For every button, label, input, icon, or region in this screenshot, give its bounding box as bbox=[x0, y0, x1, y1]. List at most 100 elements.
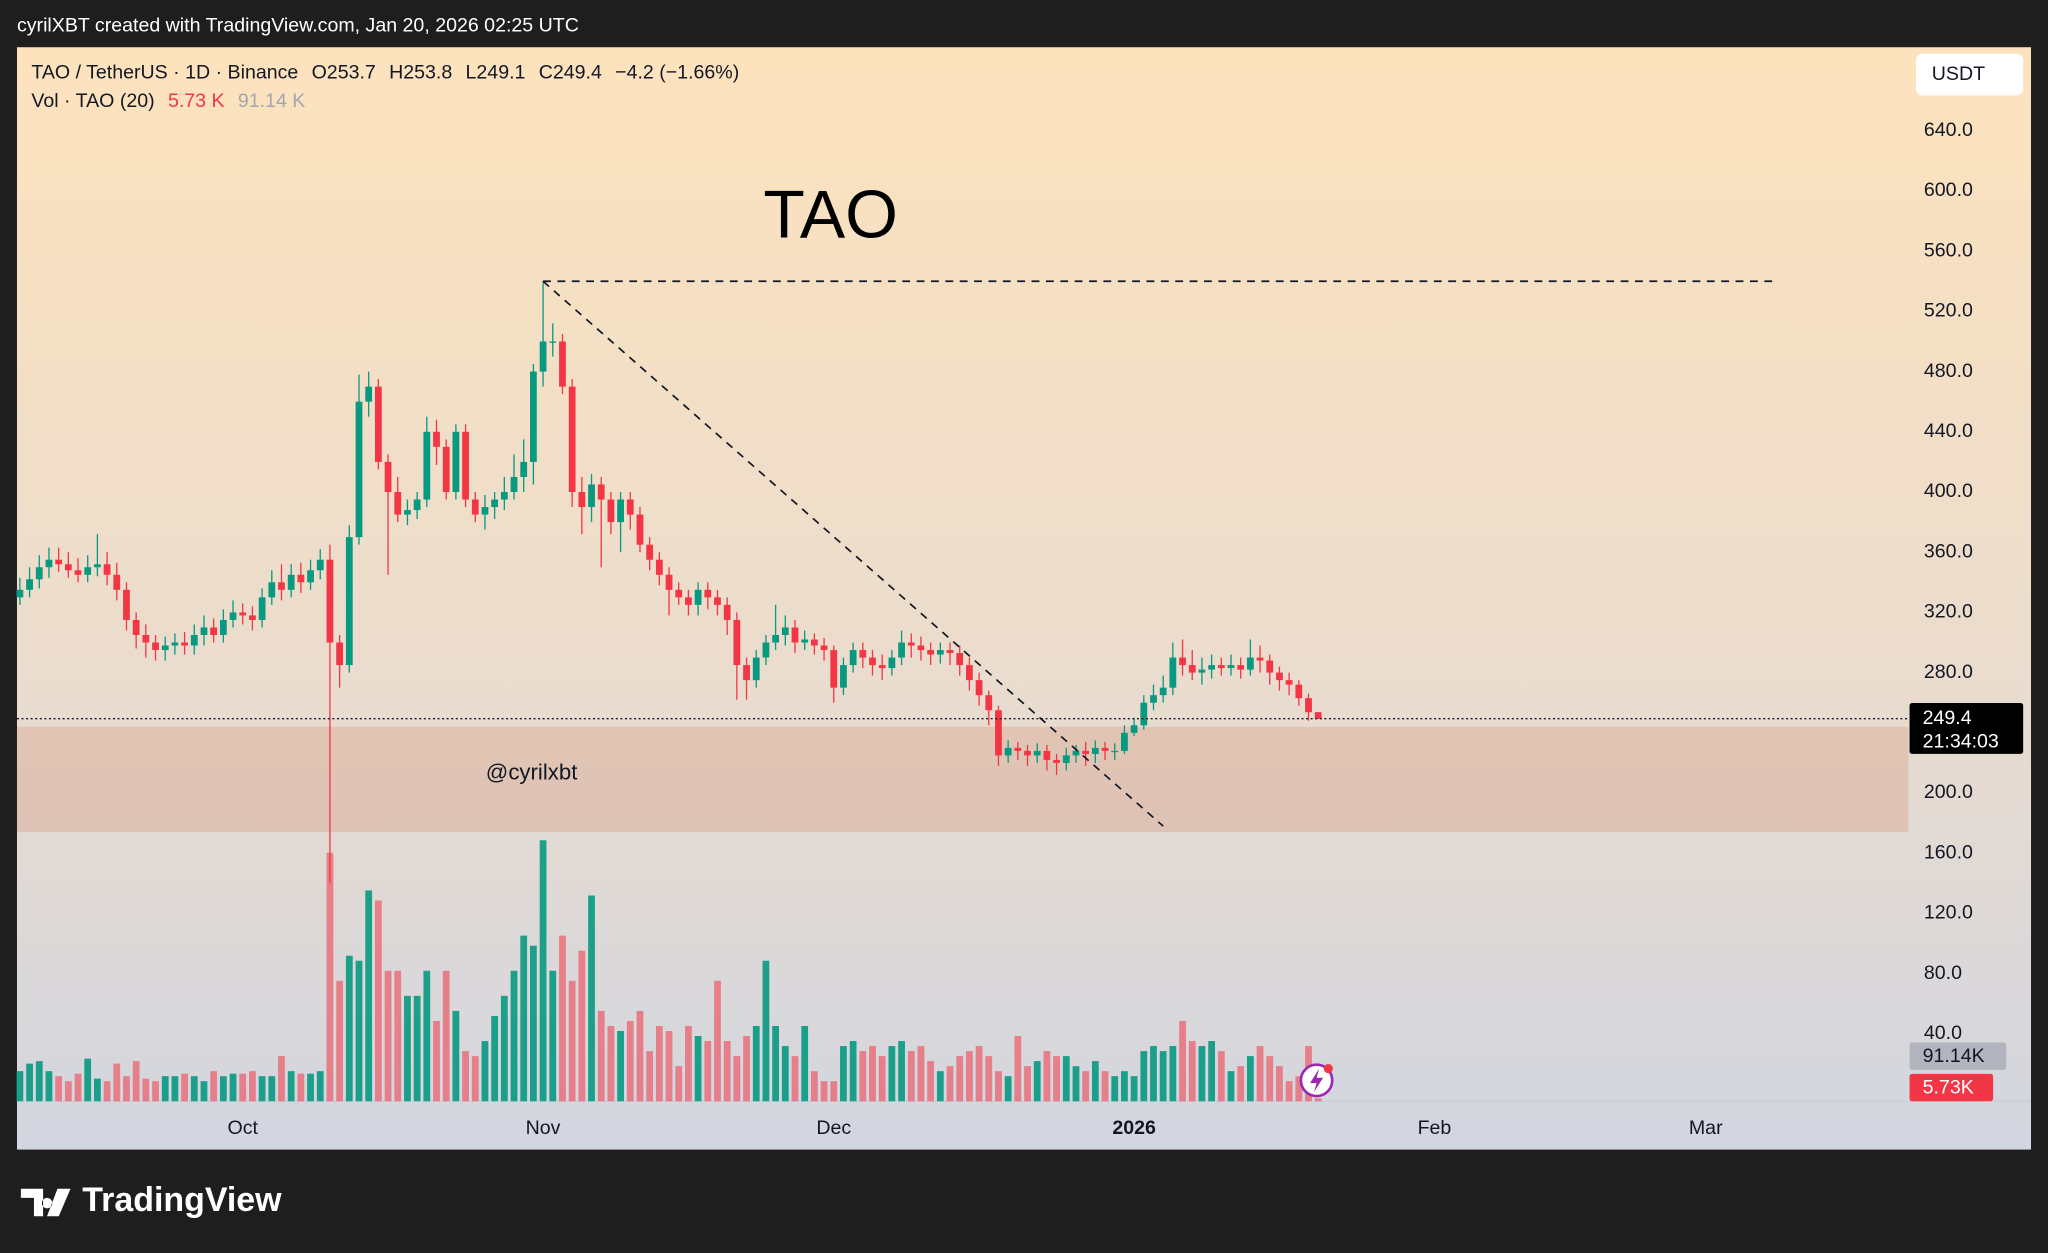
volume-bar bbox=[801, 1025, 809, 1102]
candle-body bbox=[1014, 747, 1022, 751]
volume-bar bbox=[297, 1073, 305, 1102]
volume-bar bbox=[16, 1071, 24, 1102]
candle-body bbox=[685, 597, 692, 605]
candle-body bbox=[181, 642, 188, 646]
volume-legend: Vol · TAO (20) 5.73 K 91.14 K bbox=[31, 90, 305, 112]
volume-bar bbox=[123, 1076, 130, 1102]
candle-body bbox=[1314, 712, 1322, 719]
candle-body bbox=[694, 589, 702, 605]
candle-body bbox=[35, 567, 43, 580]
volume-bar bbox=[1295, 1076, 1303, 1102]
candle-body bbox=[714, 597, 721, 605]
support-zone bbox=[16, 726, 1909, 833]
volume-bar bbox=[704, 1041, 712, 1102]
replay-bolt bbox=[1310, 1068, 1324, 1093]
candle-body bbox=[810, 639, 818, 646]
volume-bar bbox=[239, 1073, 247, 1102]
volume-bar bbox=[917, 1046, 925, 1102]
candle-body bbox=[530, 371, 537, 462]
volume-bar bbox=[491, 1015, 499, 1102]
ohlc-open: O253.7 bbox=[312, 62, 376, 84]
volume-bar bbox=[549, 970, 557, 1102]
y-tick-label: 40.0 bbox=[1924, 1022, 1962, 1044]
candle-body bbox=[1062, 755, 1070, 763]
volume-bar bbox=[1004, 1076, 1012, 1102]
candle-body bbox=[956, 653, 964, 666]
volume-bar bbox=[966, 1051, 973, 1102]
volume-bar bbox=[723, 1041, 731, 1102]
candle-body bbox=[491, 499, 499, 508]
candle-body bbox=[307, 570, 314, 583]
volume-bar bbox=[413, 995, 421, 1102]
candle-body bbox=[84, 567, 92, 575]
candle-body bbox=[336, 642, 344, 666]
x-tick-label: Mar bbox=[1689, 1117, 1723, 1139]
volume-last-box bbox=[1909, 1073, 1994, 1102]
candle-body bbox=[423, 431, 431, 500]
volume-bar bbox=[171, 1076, 179, 1102]
candle-body bbox=[520, 461, 528, 477]
volume-bar bbox=[471, 1056, 479, 1102]
candle-body bbox=[316, 559, 324, 571]
volume-bar bbox=[161, 1076, 169, 1102]
candle-body bbox=[1246, 657, 1254, 670]
volume-bar bbox=[530, 945, 537, 1102]
candle-body bbox=[326, 559, 334, 643]
volume-bar bbox=[26, 1063, 33, 1102]
volume-bar bbox=[617, 1031, 624, 1102]
candle-body bbox=[210, 627, 218, 635]
volume-bar bbox=[1091, 1061, 1099, 1102]
candle-body bbox=[413, 499, 421, 511]
volume-bar bbox=[772, 1025, 780, 1102]
volume-bar bbox=[1072, 1066, 1080, 1102]
y-tick-label: 480.0 bbox=[1924, 360, 1973, 382]
candle-body bbox=[229, 612, 237, 620]
volume-bar bbox=[1266, 1056, 1274, 1102]
currency[interactable]: USDT bbox=[1932, 63, 1985, 85]
volume-bar bbox=[840, 1046, 847, 1102]
candle-body bbox=[1072, 750, 1080, 756]
volume-bar bbox=[442, 970, 450, 1102]
volume-bar bbox=[1053, 1056, 1060, 1102]
volume-bar bbox=[1217, 1051, 1225, 1102]
y-tick-label: 440.0 bbox=[1924, 420, 1973, 442]
candle-body bbox=[45, 559, 53, 568]
candle-body bbox=[646, 544, 654, 560]
candle-body bbox=[801, 639, 809, 643]
volume-bar bbox=[249, 1071, 256, 1102]
x-tick-label: Nov bbox=[526, 1117, 561, 1139]
volume-bar bbox=[675, 1066, 683, 1102]
ohlc-high: H253.8 bbox=[389, 62, 452, 84]
candle-body bbox=[152, 642, 159, 651]
candle-body bbox=[995, 710, 1002, 756]
candle-body bbox=[617, 499, 624, 523]
candle-body bbox=[1227, 665, 1235, 669]
x-tick-label: 2026 bbox=[1112, 1117, 1156, 1139]
volume-bar bbox=[510, 970, 518, 1102]
currency-button[interactable] bbox=[1916, 53, 2024, 96]
volume-bar bbox=[1276, 1066, 1283, 1102]
volume-bar bbox=[781, 1046, 789, 1102]
volume-bar bbox=[394, 970, 402, 1102]
candle-body bbox=[355, 401, 363, 538]
candle-body bbox=[878, 665, 886, 669]
candle-body bbox=[1043, 750, 1051, 760]
candle-body bbox=[1101, 747, 1109, 751]
countdown-label: 21:34:03 bbox=[1923, 730, 1999, 752]
ohlc-change: −4.2 (−1.66%) bbox=[615, 62, 739, 84]
candle-body bbox=[239, 612, 247, 616]
candle-body bbox=[723, 604, 731, 620]
candle-body bbox=[113, 574, 121, 590]
candle-body bbox=[462, 431, 469, 500]
volume-bar bbox=[888, 1046, 896, 1102]
volume-bar bbox=[588, 895, 595, 1102]
volume-bar bbox=[733, 1056, 741, 1102]
volume-bar bbox=[452, 1010, 460, 1102]
volume-bar bbox=[307, 1073, 314, 1102]
candle-body bbox=[1091, 747, 1099, 754]
candle-body bbox=[733, 619, 741, 666]
candle-body bbox=[985, 695, 993, 711]
symbol-legend: TAO / TetherUS · 1D · Binance O253.7 H25… bbox=[31, 62, 739, 84]
last-price-box bbox=[1909, 702, 2024, 754]
